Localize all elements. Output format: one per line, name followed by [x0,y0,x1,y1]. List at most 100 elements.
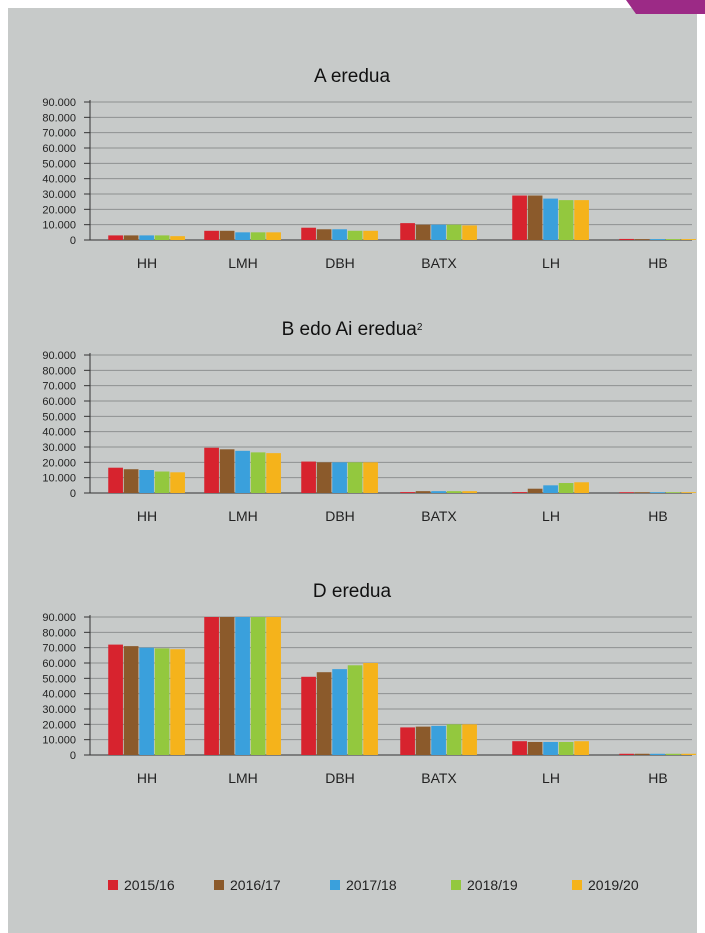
bar-dbh-2015-16 [301,227,316,240]
y-tick-label: 20.000 [42,719,76,731]
bar-hb-2016-17 [634,239,650,240]
bar-lmh-2018-19 [250,617,266,755]
bar-dbh-2016-17 [316,462,332,493]
x-category-label: LMH [228,508,258,524]
x-category-label: LMH [228,770,258,786]
x-category-label: HH [137,255,157,271]
x-category-label: BATX [421,255,457,271]
bar-hb-2015-16 [619,492,634,493]
bar-dbh-2015-16 [301,676,316,755]
bar-batx-2017-18 [431,725,446,755]
bar-hb-2015-16 [619,238,634,240]
bar-hh-2016-17 [123,646,139,755]
bar-batx-2016-17 [415,726,431,755]
chart-d-eredua: D eredua 0 10.000 20.000 30.000 40.000 50.000 6… [0,565,705,815]
bar-hh-2015-16 [108,644,123,755]
bar-batx-2019-20 [462,491,477,493]
bar-lmh-2015-16 [204,447,219,493]
legend-swatch [451,880,461,890]
y-tick-label: 30.000 [42,189,76,201]
chart-b-ai-eredua: B edo Ai eredua2 0 10.000 20.000 30.000 40.00… [0,303,705,553]
x-category-label: HH [137,770,157,786]
bar-hh-2018-19 [154,648,170,755]
bar-lh-2019-20 [574,741,589,755]
y-tick-label: 40.000 [42,174,76,186]
bar-hb-2018-19 [665,239,681,240]
bar-lmh-2017-18 [235,232,250,240]
y-tick-label: 80.000 [42,627,76,639]
bar-hh-2015-16 [108,235,123,240]
bar-batx-2017-18 [431,224,446,240]
x-category-label: BATX [421,508,457,524]
bar-lmh-2019-20 [266,617,281,755]
legend-swatch [572,880,582,890]
x-category-label: HB [648,255,667,271]
bar-hh-2016-17 [123,235,139,240]
bar-lmh-2018-19 [250,232,266,240]
bar-hh-2015-16 [108,467,123,493]
legend-label: 2018/19 [467,877,518,893]
bar-lh-2017-18 [543,485,558,493]
y-tick-label: 60.000 [42,396,76,408]
bar-batx-2019-20 [462,724,477,755]
y-tick-label: 30.000 [42,442,76,454]
y-tick-label: 80.000 [42,365,76,377]
bar-lh-2019-20 [574,482,589,493]
legend-label: 2019/20 [588,877,639,893]
bar-batx-2015-16 [400,223,415,240]
y-tick-label: 0 [70,235,76,247]
bar-lmh-2018-19 [250,452,266,493]
y-tick-label: 50.000 [42,158,76,170]
y-tick-label: 40.000 [42,689,76,701]
bar-hb-2018-19 [665,492,681,493]
bar-lh-2016-17 [527,488,543,493]
x-category-label: HB [648,508,667,524]
bar-hh-2017-18 [139,647,154,755]
bar-hb-2016-17 [634,753,650,755]
bar-hb-2017-18 [650,239,665,240]
legend-label: 2017/18 [346,877,397,893]
bar-batx-2018-19 [446,224,462,240]
bar-dbh-2019-20 [363,462,378,493]
y-tick-label: 10.000 [42,735,76,747]
bar-hh-2017-18 [139,470,154,493]
bar-lmh-2015-16 [204,617,219,755]
bar-hb-2019-20 [681,492,696,493]
bar-lmh-2017-18 [235,450,250,493]
bar-dbh-2015-16 [301,461,316,493]
x-category-label: HB [648,770,667,786]
legend-item: 2015/16 [108,876,175,894]
y-tick-label: 90.000 [42,612,76,624]
y-tick-label: 70.000 [42,128,76,140]
bar-lh-2017-18 [543,741,558,755]
legend-item: 2017/18 [330,876,397,894]
bar-lmh-2017-18 [235,617,250,755]
bar-batx-2018-19 [446,491,462,493]
y-tick-label: 50.000 [42,411,76,423]
x-category-label: LH [542,508,560,524]
y-tick-label: 60.000 [42,658,76,670]
bar-hb-2019-20 [681,753,696,755]
bar-hb-2017-18 [650,753,665,755]
y-tick-label: 70.000 [42,381,76,393]
bar-hh-2018-19 [154,235,170,240]
bar-dbh-2018-19 [347,462,363,493]
bar-lh-2017-18 [543,198,558,240]
chart-d-eredua-svg: D eredua 0 10.000 20.000 30.000 40.000 50.000 6… [42,581,696,786]
chart-a-eredua: A eredua 0 10.000 20.000 30.000 40.000 50.000 6… [0,50,705,300]
y-tick-label: 30.000 [42,704,76,716]
bar-hb-2015-16 [619,753,634,755]
bar-lh-2018-19 [558,483,574,493]
bar-dbh-2017-18 [332,229,347,240]
bar-dbh-2016-17 [316,672,332,755]
bar-hh-2018-19 [154,471,170,493]
y-tick-label: 10.000 [42,473,76,485]
x-category-label: DBH [325,508,355,524]
y-tick-label: 20.000 [42,204,76,216]
bar-lmh-2015-16 [204,230,219,240]
bar-lmh-2019-20 [266,453,281,493]
chart-title: A eredua [314,66,390,87]
y-tick-label: 90.000 [42,350,76,362]
legend-swatch [108,880,118,890]
legend-item: 2019/20 [572,876,639,894]
